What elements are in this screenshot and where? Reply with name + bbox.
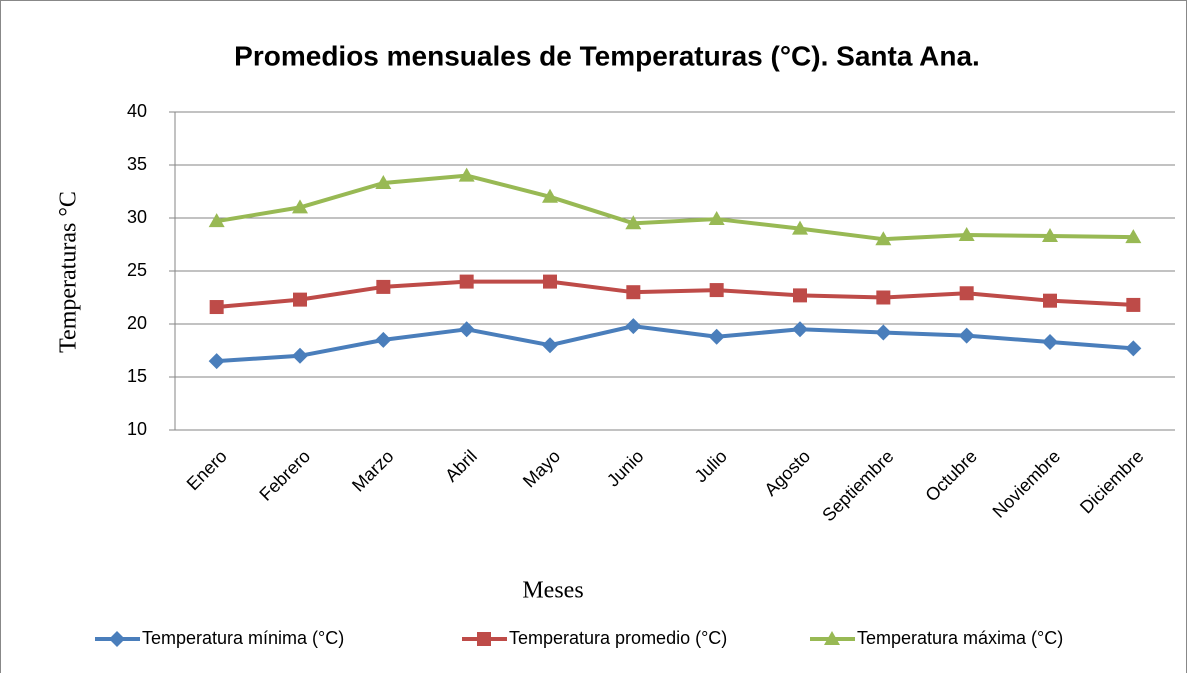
y-tick-label: 20 (127, 313, 147, 333)
x-tick-label: Abril (441, 446, 481, 486)
point (875, 324, 892, 341)
x-tick-label: Junio (603, 446, 648, 491)
point (292, 347, 308, 364)
point (625, 318, 642, 335)
point (458, 321, 475, 338)
point (876, 290, 891, 305)
point (1126, 297, 1141, 312)
point (376, 279, 391, 294)
point (1042, 334, 1058, 351)
x-tick-label: Septiembre (818, 446, 897, 525)
point (375, 331, 392, 348)
point (208, 213, 225, 228)
point (958, 226, 975, 241)
point (626, 285, 641, 300)
x-tick-label: Noviembre (989, 446, 1065, 522)
point (208, 353, 225, 370)
x-tick-label: Febrero (255, 446, 314, 505)
point (543, 274, 557, 289)
point (209, 300, 224, 315)
x-tick-label: Agosto (760, 446, 814, 500)
x-tick-label: Julio (691, 446, 731, 486)
point (709, 283, 724, 298)
y-axis-label: Temperaturas °C (56, 191, 82, 353)
point (959, 286, 974, 301)
series-line (216, 173, 1134, 242)
point (708, 211, 725, 226)
x-tick-label: Enero (183, 446, 231, 494)
series-line (216, 324, 1134, 364)
point (293, 292, 307, 307)
point (477, 632, 491, 646)
point (292, 199, 308, 214)
point (875, 231, 892, 246)
legend-label: Temperatura máxima (°C) (857, 628, 1063, 648)
point (542, 337, 558, 354)
point (1042, 228, 1058, 243)
point (824, 631, 840, 645)
y-tick-label: 35 (127, 154, 147, 174)
point (375, 175, 392, 190)
point (1125, 340, 1142, 357)
point (625, 215, 642, 230)
x-tick-label: Diciembre (1076, 446, 1147, 517)
point (459, 274, 474, 289)
y-tick-label: 25 (127, 260, 147, 280)
point (458, 167, 475, 182)
point (793, 288, 807, 303)
point (109, 631, 125, 647)
legend-label: Temperatura mínima (°C) (142, 628, 344, 648)
x-tick-label: Octubre (921, 446, 980, 505)
y-tick-label: 40 (127, 101, 147, 121)
point (958, 327, 975, 344)
chart-title: Promedios mensuales de Temperaturas (°C)… (234, 40, 980, 71)
point (542, 188, 558, 203)
y-tick-label: 30 (127, 207, 147, 227)
point (792, 220, 808, 235)
point (1125, 229, 1142, 244)
legend-label: Temperatura promedio (°C) (509, 628, 727, 648)
x-axis-label: Meses (522, 578, 583, 604)
point (1043, 293, 1057, 308)
point (708, 328, 725, 345)
x-tick-label: Mayo (519, 446, 564, 491)
x-tick-label: Marzo (348, 446, 398, 496)
series-line (216, 279, 1134, 310)
y-tick-label: 10 (127, 419, 147, 439)
point (792, 321, 808, 338)
y-tick-label: 15 (127, 366, 147, 386)
